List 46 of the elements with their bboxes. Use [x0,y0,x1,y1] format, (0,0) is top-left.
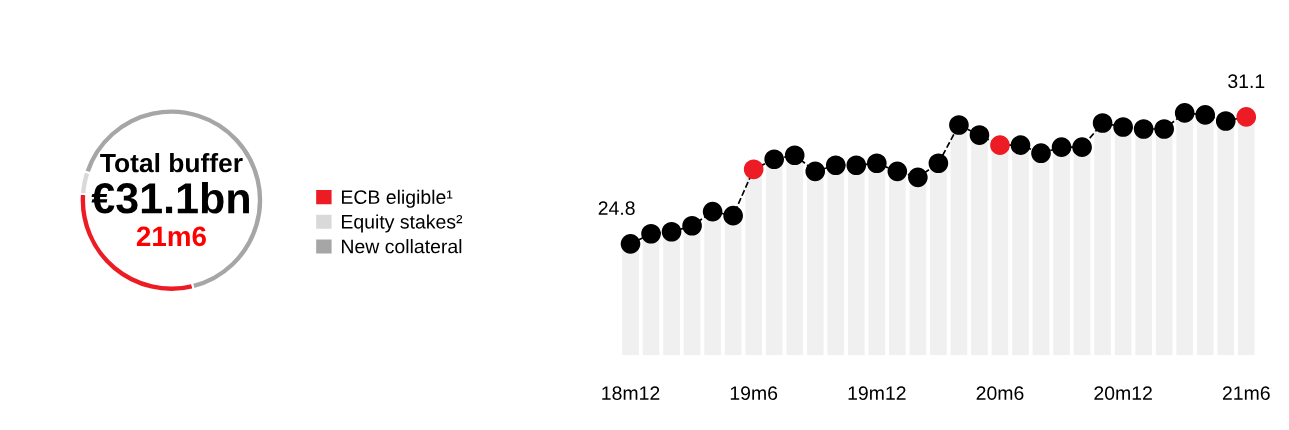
legend-label: ECB eligible¹ [342,189,453,208]
point [846,155,867,176]
point [1113,117,1133,137]
donut-slice [83,107,265,291]
x-tick-label: 20m12 [1094,386,1152,401]
text: 21m6 [136,226,206,247]
point [1174,103,1195,123]
text: Total buffer [100,152,243,173]
x-tick-label: 18m12 [602,386,660,401]
point [866,153,887,174]
point [1051,137,1072,157]
point [723,205,743,226]
x-tick-label: 21m6 [1222,386,1270,401]
x-tick-label: 19m12 [848,386,906,401]
x-tick-label: 20m6 [976,386,1024,401]
point [887,161,908,182]
point [928,153,949,174]
point [702,201,723,222]
point [1236,107,1257,127]
point [1133,119,1154,139]
legend-label: New collateral [342,239,462,254]
legend-label: Equity stakes² [342,214,463,233]
point [641,223,661,244]
point [825,155,846,176]
point [949,115,969,135]
point [1072,137,1092,157]
point [661,221,682,242]
point [969,125,990,145]
point [805,161,826,182]
point [1195,105,1216,125]
point [743,159,764,180]
point [990,135,1010,155]
point [1092,113,1113,133]
data-label: 31.1 [1228,74,1265,89]
point [1010,135,1031,155]
point [1215,111,1236,131]
point [908,167,928,188]
point [1154,119,1174,139]
point [1031,143,1051,164]
text: €31.1bn [91,181,249,214]
point [682,215,702,236]
x-tick-label: 19m6 [730,386,778,401]
data-label: 24.8 [598,201,635,216]
point [620,234,641,254]
point [784,145,805,166]
point [764,149,785,170]
